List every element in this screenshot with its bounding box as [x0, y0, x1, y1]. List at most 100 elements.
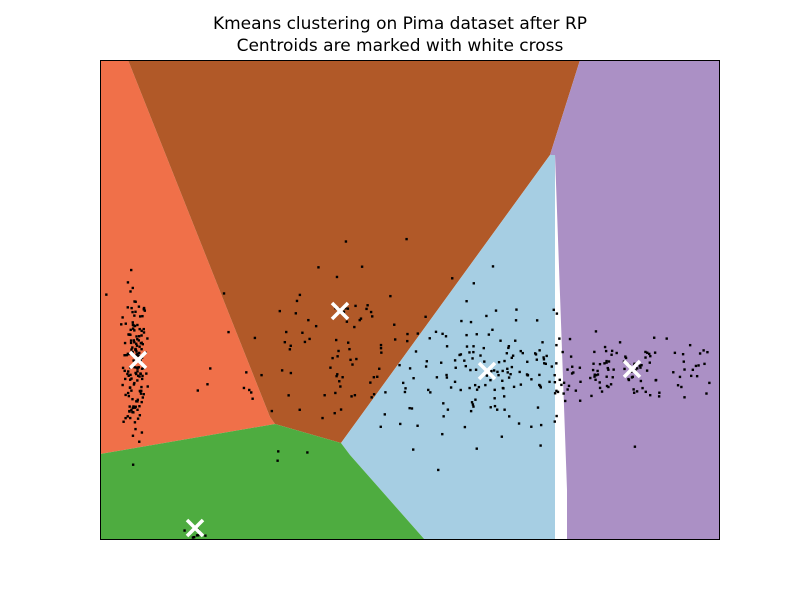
data-point	[596, 369, 599, 373]
data-point	[640, 363, 643, 367]
data-point	[530, 425, 533, 428]
data-point	[538, 373, 541, 377]
data-point	[280, 369, 284, 372]
data-point	[295, 299, 299, 303]
data-point	[579, 380, 582, 383]
data-point	[140, 377, 144, 381]
data-point	[133, 341, 136, 344]
data-point	[135, 344, 139, 347]
data-point	[469, 368, 472, 372]
data-point	[126, 372, 129, 376]
data-point	[137, 305, 141, 308]
data-point	[131, 434, 135, 437]
data-point	[445, 376, 449, 379]
data-point	[136, 408, 139, 411]
data-point	[606, 366, 609, 370]
data-point	[137, 354, 140, 357]
data-point	[470, 401, 474, 404]
data-point	[196, 389, 200, 392]
data-point	[562, 381, 566, 385]
data-point	[682, 360, 685, 363]
data-point	[624, 355, 627, 358]
data-point	[644, 390, 647, 394]
data-point	[138, 345, 141, 348]
data-point	[539, 386, 543, 389]
data-point	[130, 268, 133, 272]
data-point	[132, 339, 136, 342]
data-point	[514, 339, 517, 342]
data-point	[140, 431, 144, 434]
data-point	[503, 359, 506, 363]
chart-subtitle: Centroids are marked with white cross	[236, 36, 564, 56]
data-point	[469, 320, 473, 324]
data-point	[453, 359, 457, 362]
data-point	[127, 394, 131, 398]
data-point	[449, 386, 453, 389]
data-point	[135, 353, 138, 356]
data-point	[539, 444, 542, 447]
data-point	[654, 379, 657, 382]
data-point	[314, 324, 318, 328]
data-point	[681, 352, 685, 356]
data-point	[133, 300, 136, 303]
data-point	[657, 395, 661, 398]
data-point	[245, 371, 248, 374]
data-point	[490, 369, 493, 373]
data-point	[429, 391, 432, 394]
data-point	[133, 421, 137, 424]
data-point	[121, 383, 124, 387]
data-point	[136, 374, 140, 377]
data-point	[131, 321, 134, 324]
data-point	[491, 328, 494, 331]
data-point	[138, 327, 141, 331]
data-point	[134, 310, 137, 313]
data-point	[135, 366, 138, 369]
data-point	[556, 390, 560, 394]
data-point	[408, 406, 411, 410]
data-point	[526, 374, 529, 377]
data-point	[136, 400, 139, 403]
data-point	[497, 360, 501, 364]
data-point	[140, 347, 143, 351]
data-point	[593, 350, 596, 354]
data-point	[493, 397, 496, 400]
data-point	[133, 324, 137, 328]
data-point	[623, 367, 626, 371]
data-point	[471, 357, 474, 360]
data-point	[482, 346, 485, 350]
data-point	[138, 375, 141, 378]
data-point	[469, 409, 473, 413]
data-point	[545, 354, 548, 358]
data-point	[383, 413, 386, 416]
data-point	[366, 304, 369, 307]
data-point	[424, 315, 427, 319]
data-point	[197, 534, 200, 537]
data-point	[553, 420, 556, 423]
data-point	[336, 355, 339, 358]
data-point	[484, 383, 487, 387]
centroid-marker-1	[128, 350, 148, 370]
data-point	[379, 343, 383, 347]
data-point	[427, 388, 430, 392]
data-point	[140, 385, 143, 389]
data-point	[507, 345, 511, 348]
data-point	[134, 405, 137, 408]
data-point	[590, 394, 593, 398]
data-point	[672, 371, 675, 374]
data-point	[376, 375, 379, 378]
data-point	[124, 377, 127, 381]
data-point	[251, 397, 254, 400]
data-point	[648, 352, 651, 356]
data-point	[439, 361, 443, 364]
data-point	[506, 371, 509, 374]
data-point	[137, 339, 141, 342]
data-point	[132, 405, 135, 408]
data-points	[105, 237, 711, 539]
data-point	[437, 468, 440, 472]
data-point	[496, 370, 499, 374]
data-point	[442, 402, 445, 405]
data-point	[121, 366, 125, 370]
data-point	[129, 290, 132, 293]
data-point	[445, 345, 449, 348]
data-point	[464, 364, 467, 368]
